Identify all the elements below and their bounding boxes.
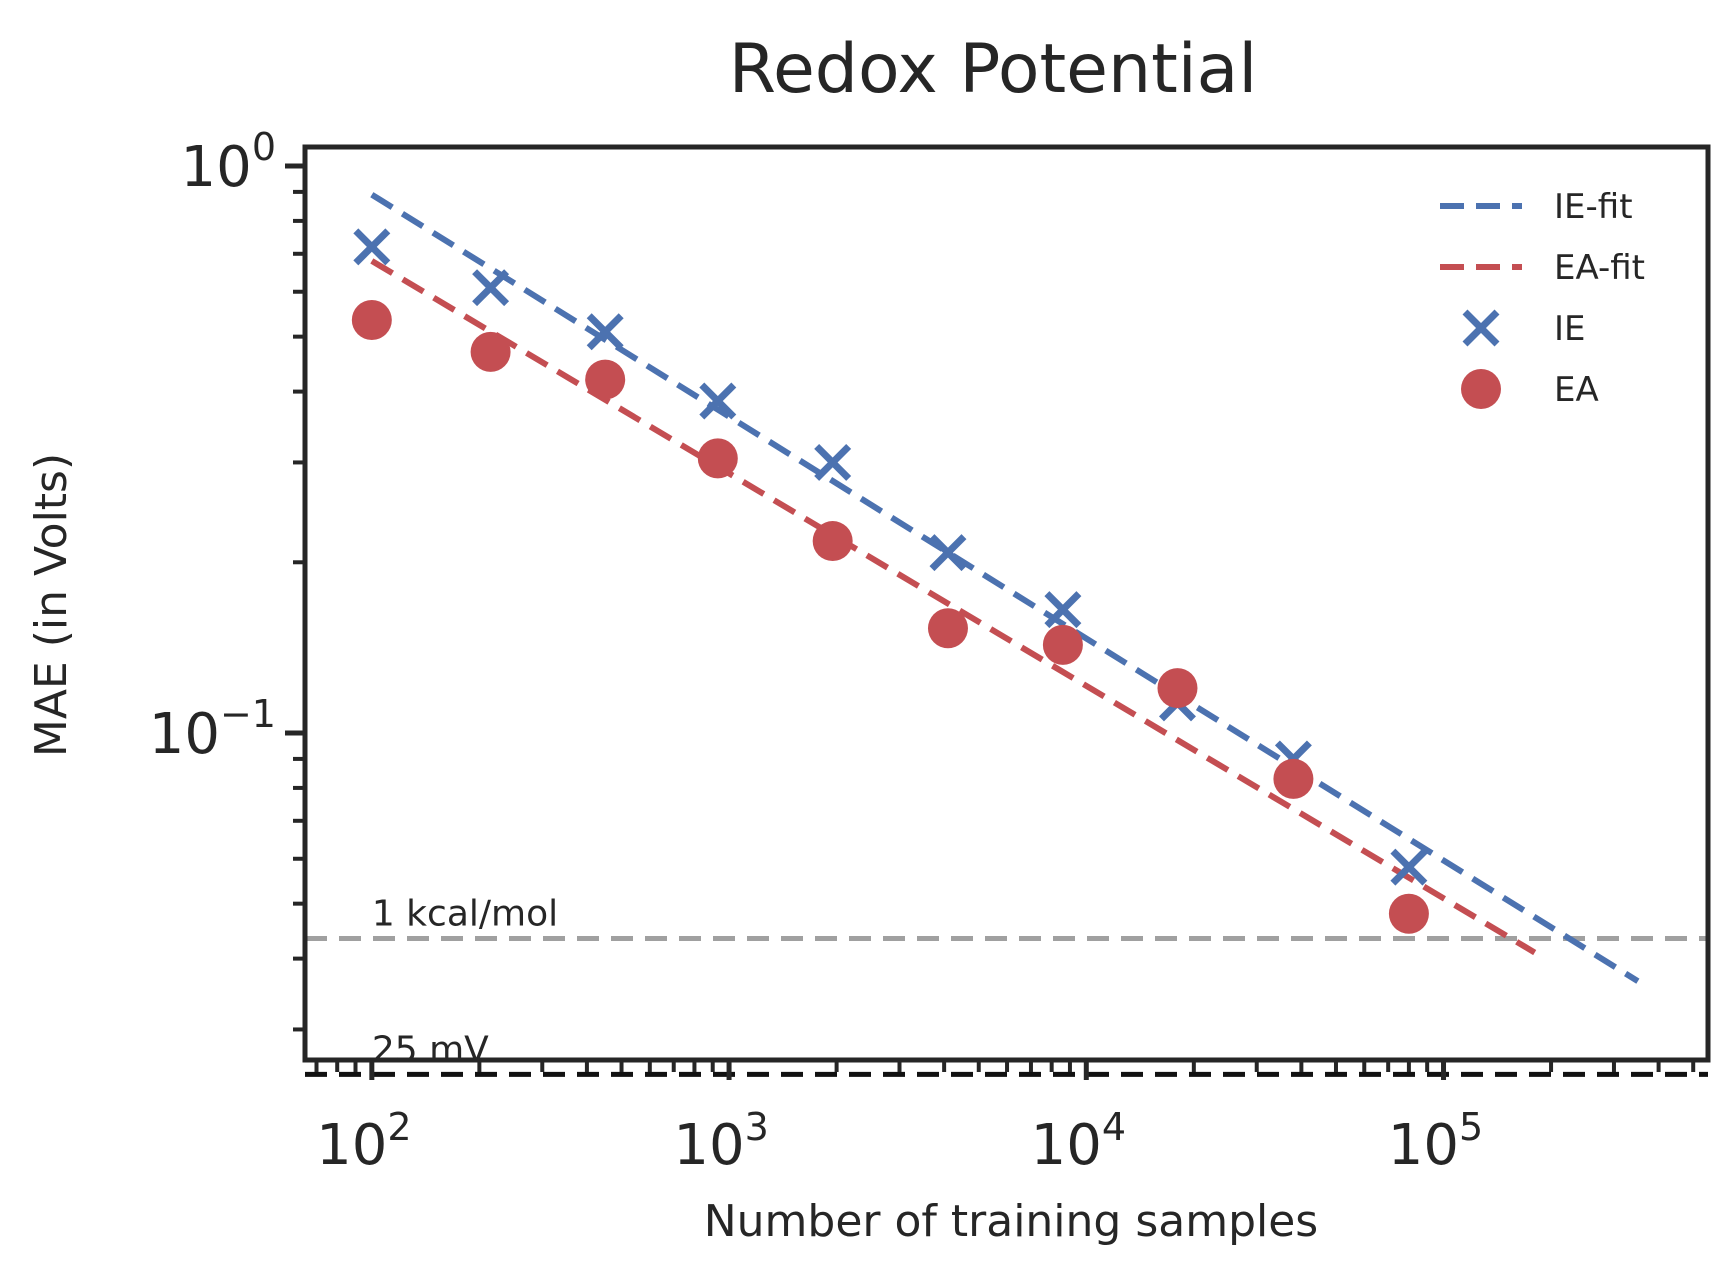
legend-entry-ie-fit: IE-fit — [1440, 187, 1633, 227]
legend-entry-ea: EA — [1461, 369, 1599, 410]
y-axis-ticks: 100 10−1 — [149, 125, 305, 1032]
x-tick-label-3: 103 — [673, 1105, 768, 1178]
point-ie-3 — [699, 382, 737, 420]
y-tick-label-0.1: 10−1 — [149, 692, 276, 767]
point-ea-9 — [1388, 893, 1429, 934]
plot-frame — [302, 144, 1711, 1063]
x-axis-ticks: 102 103 104 105 — [314, 1060, 1696, 1178]
point-ea-0 — [351, 299, 392, 340]
fit-line-ea-fit — [370, 258, 1537, 956]
reference-label-0: 1 kcal/mol — [372, 894, 558, 935]
point-ea-6 — [1042, 624, 1083, 665]
point-ea-3 — [697, 438, 738, 479]
point-ie-6 — [1044, 591, 1082, 629]
point-ie-0 — [353, 228, 391, 266]
point-ie-2 — [586, 313, 624, 351]
legend-swatch — [1461, 369, 1501, 409]
point-stroke — [1044, 591, 1082, 629]
point-ie-1 — [472, 269, 510, 307]
point-stroke — [472, 269, 510, 307]
chart-title: Redox Potential — [729, 30, 1257, 109]
point-ea-4 — [812, 521, 853, 562]
point-ie-5 — [929, 534, 967, 572]
point-ea-5 — [927, 608, 968, 649]
x-axis-label: Number of training samples — [704, 1196, 1318, 1247]
point-ea-7 — [1157, 668, 1198, 709]
point-stroke — [586, 313, 624, 351]
legend-entry-ea-fit: EA-fit — [1440, 248, 1645, 288]
point-ea-1 — [470, 331, 511, 372]
point-ie-9 — [1390, 848, 1428, 886]
x-tick-label-4: 104 — [1031, 1105, 1126, 1178]
point-stroke — [353, 228, 391, 266]
x-tick-label-2: 102 — [316, 1105, 411, 1178]
data-markers — [351, 228, 1429, 934]
fit-lines — [370, 192, 1640, 984]
y-tick-label-1: 100 — [181, 125, 276, 200]
y-axis-label: MAE (in Volts) — [26, 453, 77, 757]
point-stroke — [1390, 848, 1428, 886]
legend-entry-ie: IE — [1462, 309, 1586, 349]
legend-swatch — [1462, 309, 1500, 347]
legend: IE-fit EA-fit IE EA — [1440, 187, 1645, 410]
fit-line-ie-fit — [370, 192, 1640, 984]
reference-lines: 1 kcal/mol 25 mV — [305, 894, 1708, 1077]
x-tick-label-5: 105 — [1388, 1105, 1483, 1178]
legend-label: IE — [1554, 309, 1586, 349]
point-ie-4 — [814, 443, 852, 481]
legend-label: EA — [1554, 370, 1599, 410]
point-stroke — [814, 443, 852, 481]
reference-label-1: 25 mV — [372, 1029, 489, 1070]
point-stroke — [929, 534, 967, 572]
legend-label: EA-fit — [1554, 248, 1645, 288]
point-ea-2 — [585, 359, 626, 400]
point-ea-8 — [1273, 758, 1314, 799]
legend-label: IE-fit — [1554, 187, 1633, 227]
point-stroke — [699, 382, 737, 420]
